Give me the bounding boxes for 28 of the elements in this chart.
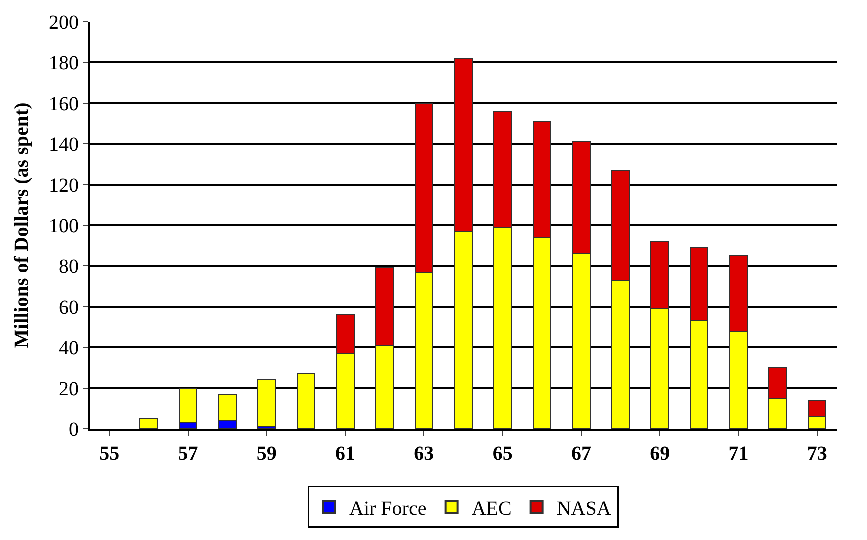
x-tick-label: 71 bbox=[728, 443, 749, 465]
x-tick-label: 67 bbox=[571, 443, 592, 465]
y-tick-label: 120 bbox=[49, 174, 79, 197]
y-axis-title: Millions of Dollars (as spent) bbox=[11, 102, 33, 348]
x-tick-label: 65 bbox=[492, 443, 513, 465]
y-tick-label: 200 bbox=[49, 12, 79, 34]
y-tick-label: 60 bbox=[59, 296, 79, 319]
y-tick-label: 40 bbox=[59, 338, 79, 360]
legend-label: AEC bbox=[472, 498, 512, 520]
y-tick-label: 0 bbox=[69, 419, 79, 441]
legend-label: NASA bbox=[556, 498, 612, 520]
x-tick-label: 73 bbox=[807, 443, 828, 465]
x-tick-label: 55 bbox=[100, 443, 120, 465]
x-tick-label: 61 bbox=[336, 443, 356, 465]
bar bbox=[296, 374, 316, 429]
y-tick-label: 80 bbox=[59, 256, 79, 278]
y-tick-label: 140 bbox=[49, 134, 79, 156]
y-tick-label: 160 bbox=[49, 93, 79, 116]
x-tick-label: 63 bbox=[414, 443, 434, 465]
y-tick-label: 180 bbox=[49, 52, 79, 75]
y-tick-label: 20 bbox=[59, 378, 79, 400]
x-tick-label: 59 bbox=[256, 443, 277, 465]
bar bbox=[140, 418, 158, 429]
y-tick-label: 100 bbox=[49, 216, 79, 238]
legend-label: Air Force bbox=[350, 498, 427, 520]
bar bbox=[258, 380, 276, 428]
x-tick-label: 57 bbox=[178, 443, 198, 465]
x-tick-label: 69 bbox=[650, 443, 670, 465]
